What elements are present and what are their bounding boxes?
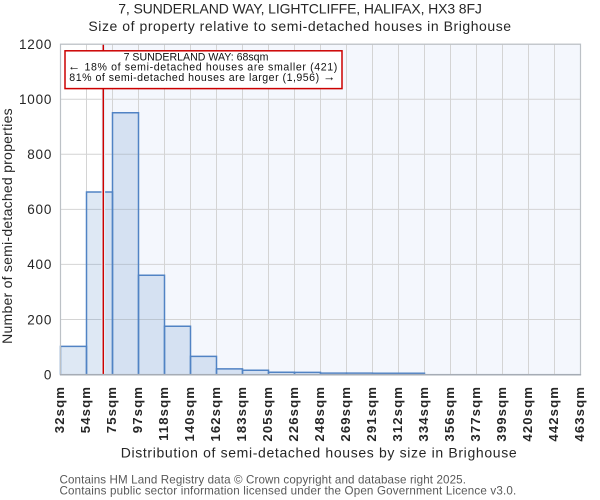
- svg-text:463sqm: 463sqm: [572, 386, 587, 442]
- svg-text:334sqm: 334sqm: [416, 386, 431, 442]
- svg-text:312sqm: 312sqm: [390, 386, 405, 442]
- svg-text:Contains public sector informa: Contains public sector information licen…: [60, 485, 517, 498]
- svg-text:600: 600: [27, 202, 52, 217]
- svg-text:Number of semi-detached proper: Number of semi-detached properties: [0, 108, 15, 344]
- svg-text:442sqm: 442sqm: [546, 386, 561, 442]
- svg-text:0: 0: [44, 367, 52, 382]
- svg-text:Contains HM Land Registry data: Contains HM Land Registry data © Crown c…: [60, 473, 467, 486]
- svg-text:356sqm: 356sqm: [442, 386, 457, 442]
- svg-text:7, SUNDERLAND WAY, LIGHTCLIFFE: 7, SUNDERLAND WAY, LIGHTCLIFFE, HALIFAX,…: [118, 0, 482, 16]
- svg-text:54sqm: 54sqm: [78, 386, 93, 433]
- svg-text:420sqm: 420sqm: [520, 386, 535, 442]
- svg-text:248sqm: 248sqm: [312, 386, 327, 442]
- svg-text:1200: 1200: [19, 37, 52, 52]
- svg-text:97sqm: 97sqm: [130, 386, 145, 433]
- svg-text:400: 400: [27, 257, 52, 272]
- svg-text:1000: 1000: [19, 92, 52, 107]
- svg-text:75sqm: 75sqm: [104, 386, 119, 433]
- svg-text:32sqm: 32sqm: [52, 386, 67, 433]
- svg-text:269sqm: 269sqm: [338, 386, 353, 442]
- svg-text:205sqm: 205sqm: [260, 386, 275, 442]
- svg-text:7 SUNDERLAND WAY: 68sqm: 7 SUNDERLAND WAY: 68sqm: [124, 52, 269, 64]
- svg-text:183sqm: 183sqm: [234, 386, 249, 442]
- svg-text:Distribution of semi-detached: Distribution of semi-detached houses by …: [121, 444, 518, 460]
- svg-text:← 18% of semi-detached houses: ← 18% of semi-detached houses are smalle…: [68, 60, 338, 74]
- svg-text:Size of property relative to s: Size of property relative to semi-detach…: [88, 18, 511, 34]
- svg-text:291sqm: 291sqm: [364, 386, 379, 442]
- svg-text:226sqm: 226sqm: [286, 386, 301, 442]
- svg-text:377sqm: 377sqm: [468, 386, 483, 442]
- svg-text:140sqm: 140sqm: [182, 386, 197, 442]
- svg-text:399sqm: 399sqm: [494, 386, 509, 442]
- svg-text:81% of semi-detached houses ar: 81% of semi-detached houses are larger (…: [69, 70, 336, 84]
- svg-text:200: 200: [27, 312, 52, 327]
- svg-text:162sqm: 162sqm: [208, 386, 223, 442]
- svg-text:800: 800: [27, 147, 52, 162]
- svg-text:118sqm: 118sqm: [156, 386, 171, 441]
